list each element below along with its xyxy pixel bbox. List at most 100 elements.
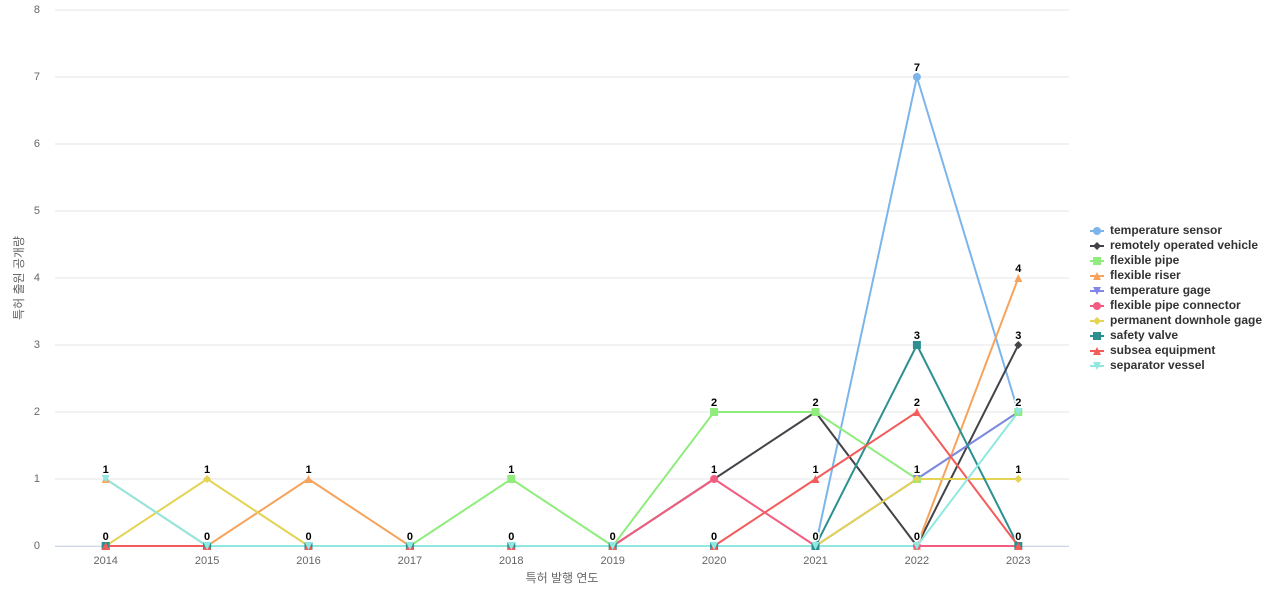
marker: [912, 341, 921, 349]
marker: [1093, 317, 1101, 325]
legend-label: permanent downhole gage: [1110, 313, 1262, 327]
y-tick-label: 3: [34, 339, 40, 351]
y-tick-label: 0: [34, 540, 40, 552]
data-label: 4: [1015, 263, 1022, 275]
marker: [1093, 347, 1101, 355]
marker: [203, 542, 212, 550]
data-label: 1: [204, 464, 210, 476]
legend-item: flexible riser: [1090, 268, 1181, 282]
marker: [811, 408, 820, 416]
data-label: 0: [914, 531, 920, 543]
data-label: 1: [914, 464, 920, 476]
x-tick-label: 2015: [195, 555, 219, 567]
data-label: 3: [1015, 330, 1021, 342]
legend-label: temperature gage: [1110, 283, 1211, 297]
x-tick-label: 2018: [499, 555, 523, 567]
y-tick-label: 1: [34, 473, 40, 485]
series-line: [105, 344, 1020, 547]
marker: [1093, 362, 1101, 370]
legend-label: safety valve: [1110, 328, 1178, 342]
marker: [405, 542, 414, 550]
marker: [811, 475, 820, 483]
legend-label: subsea equipment: [1110, 343, 1215, 357]
marker: [101, 475, 110, 483]
marker: [1093, 287, 1101, 295]
marker: [1014, 542, 1023, 550]
data-label: 0: [204, 531, 210, 543]
marker: [912, 475, 921, 483]
marker: [1093, 332, 1101, 340]
legend-label: temperature sensor: [1110, 223, 1222, 237]
marker: [304, 475, 313, 483]
x-tick-label: 2017: [398, 555, 422, 567]
legend-label: remotely operated vehicle: [1110, 238, 1258, 252]
y-tick-label: 6: [34, 138, 40, 150]
marker: [1093, 272, 1101, 280]
data-label: 1: [812, 464, 818, 476]
marker: [1014, 341, 1023, 349]
data-label: 2: [914, 397, 920, 409]
x-tick-label: 2021: [803, 555, 827, 567]
data-label: 1: [508, 464, 514, 476]
marker: [710, 475, 719, 483]
data-label: 2: [711, 397, 717, 409]
marker: [710, 408, 719, 416]
data-label: 0: [508, 531, 514, 543]
data-label: 0: [407, 531, 413, 543]
legend-label: separator vessel: [1110, 358, 1205, 372]
data-label: 0: [1015, 531, 1021, 543]
data-label: 0: [711, 531, 717, 543]
data-label: 3: [914, 330, 920, 342]
legend-label: flexible pipe: [1110, 253, 1180, 267]
marker: [912, 542, 921, 550]
marker: [203, 475, 212, 483]
marker: [1093, 242, 1101, 250]
x-tick-label: 2014: [93, 555, 117, 567]
marker: [1014, 274, 1023, 282]
series-line: [105, 76, 1020, 547]
marker: [1093, 257, 1101, 265]
legend-item: remotely operated vehicle: [1090, 238, 1258, 252]
data-label: 0: [305, 531, 311, 543]
series-line: [105, 344, 1020, 547]
x-tick-label: 2019: [600, 555, 624, 567]
marker: [912, 73, 921, 81]
data-label: 0: [610, 531, 616, 543]
data-label: 1: [1015, 464, 1021, 476]
marker: [710, 542, 719, 550]
data-label: 1: [103, 464, 109, 476]
marker: [608, 542, 617, 550]
marker: [507, 475, 516, 483]
data-label: 0: [103, 531, 109, 543]
y-tick-label: 7: [34, 71, 40, 83]
legend-item: flexible pipe connector: [1090, 298, 1241, 312]
legend-item: temperature sensor: [1090, 223, 1222, 237]
legend-item: subsea equipment: [1090, 343, 1215, 357]
marker: [1093, 302, 1101, 310]
y-axis-title: 특허 출원 공개량: [12, 236, 26, 320]
x-axis-title: 특허 발행 연도: [526, 570, 599, 585]
data-label: 2: [812, 397, 818, 409]
marker: [304, 542, 313, 550]
marker: [811, 542, 820, 550]
marker: [1014, 475, 1023, 483]
marker: [1093, 227, 1101, 235]
legend-item: permanent downhole gage: [1090, 313, 1262, 327]
data-label: 1: [711, 464, 717, 476]
x-tick-label: 2023: [1006, 555, 1030, 567]
legend-item: temperature gage: [1090, 283, 1211, 297]
x-tick-label: 2016: [296, 555, 320, 567]
y-tick-label: 8: [34, 4, 40, 16]
legend-label: flexible riser: [1110, 268, 1181, 282]
legend-item: flexible pipe: [1090, 253, 1180, 267]
y-tick-label: 2: [34, 406, 40, 418]
data-label: 7: [914, 62, 920, 74]
y-tick-label: 5: [34, 205, 40, 217]
x-tick-label: 2022: [905, 555, 929, 567]
legend-item: separator vessel: [1090, 358, 1205, 372]
marker: [1014, 408, 1023, 416]
legend-label: flexible pipe connector: [1110, 298, 1241, 312]
marker: [507, 542, 516, 550]
